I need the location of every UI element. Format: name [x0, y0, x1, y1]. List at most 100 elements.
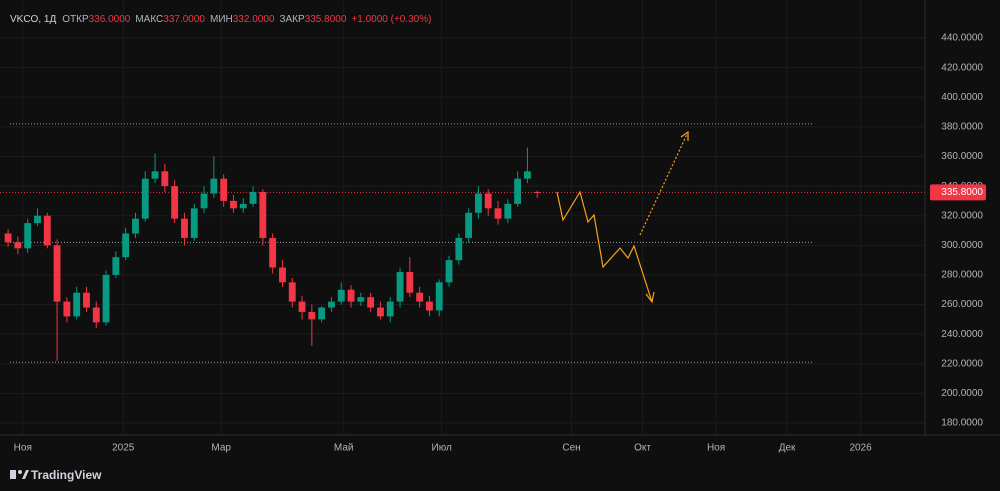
open-label: ОТКР [62, 14, 89, 25]
candle-body [34, 215, 41, 224]
y-tick-label: 280.0000 [941, 270, 983, 281]
brand-logo [10, 470, 29, 479]
grid [0, 0, 925, 435]
low-label: МИН [210, 14, 233, 25]
candle-body [132, 218, 139, 234]
candle-body [161, 171, 169, 187]
candle-body [406, 271, 414, 293]
candle-body [230, 200, 237, 209]
candle-body [396, 271, 404, 302]
candle-body [239, 203, 247, 209]
candle-body [318, 307, 326, 320]
candle-body [298, 301, 306, 312]
candle-body [367, 297, 375, 308]
open-value: 336.0000 [89, 14, 131, 25]
candle-body [435, 282, 443, 311]
candles [4, 147, 541, 361]
candle-body [259, 192, 267, 238]
x-tick-label: Май [334, 443, 354, 454]
candle-body [279, 267, 286, 283]
candle-body [24, 223, 32, 249]
candle-body [288, 282, 296, 302]
candle-body [416, 292, 424, 302]
candle-body [43, 215, 51, 246]
close-label: ЗАКР [279, 14, 305, 25]
candle-body [357, 297, 365, 302]
candle-body [269, 237, 277, 268]
x-tick-label: Ноя [707, 443, 725, 454]
candle-body [425, 301, 433, 311]
low-value: 332.0000 [233, 14, 275, 25]
close-value: 335.8000 [305, 14, 347, 25]
candle-body [465, 212, 473, 238]
high-value: 337.0000 [163, 14, 205, 25]
x-tick-label: Ноя [14, 443, 32, 454]
x-tick-label: Сен [562, 443, 580, 454]
y-tick-label: 320.0000 [941, 210, 983, 221]
candle-body [474, 193, 482, 213]
candle-body [14, 242, 22, 249]
last-price-box [930, 184, 986, 201]
candle-body [347, 289, 355, 302]
candle-body [445, 260, 453, 283]
header: VKCO, 1Д ОТКР336.0000 МАКС337.0000 МИН332.0… [10, 14, 431, 25]
candle-body [112, 257, 120, 275]
candle-body [504, 203, 512, 219]
x-tick-label: 2025 [112, 443, 135, 454]
y-tick-label: 380.0000 [941, 122, 983, 133]
candle-body [337, 289, 345, 302]
y-tick-label: 360.0000 [941, 151, 983, 162]
candle-body [455, 237, 463, 261]
candle-body [141, 178, 149, 219]
forecast-arrowhead [645, 291, 655, 304]
candle-body [200, 193, 208, 209]
candle-body [190, 208, 198, 238]
y-tick-label: 440.0000 [941, 33, 983, 44]
candle-body [377, 307, 384, 317]
y-tick-label: 220.0000 [941, 358, 983, 369]
x-tick-label: 2026 [849, 443, 872, 454]
high-label: МАКС [135, 14, 163, 25]
candle-body [92, 307, 100, 323]
candle-body [151, 171, 159, 179]
x-tick-label: Дек [779, 443, 796, 454]
candle-body [249, 192, 257, 204]
forecast-path [556, 190, 653, 303]
y-tick-label: 260.0000 [941, 299, 983, 310]
last-price-label: 335.8000 [941, 187, 983, 198]
candle-body [484, 193, 492, 209]
candle-body [102, 274, 110, 323]
y-tick-label: 240.0000 [941, 329, 983, 340]
y-tick-label: 300.0000 [941, 240, 983, 251]
y-tick-label: 420.0000 [941, 62, 983, 73]
candle-body [523, 171, 531, 179]
y-tick-label: 200.0000 [941, 388, 983, 399]
candle-body [122, 233, 130, 258]
candle-body [181, 218, 188, 238]
candle-body [63, 301, 71, 317]
symbol: VKCO, 1Д [10, 14, 56, 25]
y-tick-label: 400.0000 [941, 92, 983, 103]
candle-body [494, 208, 502, 219]
candle-body [533, 192, 541, 194]
candle-body [171, 186, 179, 219]
change: +1.0000 (+0.30%) [351, 14, 431, 25]
x-tick-label: Окт [634, 443, 651, 454]
brand: TradingView [31, 468, 102, 482]
candle-body [514, 178, 522, 204]
candle-body [328, 301, 335, 308]
x-tick-label: Июл [432, 443, 452, 454]
candle-body [73, 292, 81, 317]
forecast-alt-path [639, 131, 689, 236]
candle-body [4, 233, 12, 243]
candle-body [83, 292, 90, 308]
y-tick-label: 180.0000 [941, 418, 983, 429]
candle-body [386, 301, 394, 317]
axes: 180.0000 200.0000 220.0000 240.0000 260.0000… [14, 33, 986, 454]
candle-body [220, 178, 228, 201]
candle-body [210, 178, 218, 194]
candle-body [53, 245, 61, 302]
candle-body [308, 311, 316, 320]
forecast-alt-arrowhead [680, 130, 689, 141]
